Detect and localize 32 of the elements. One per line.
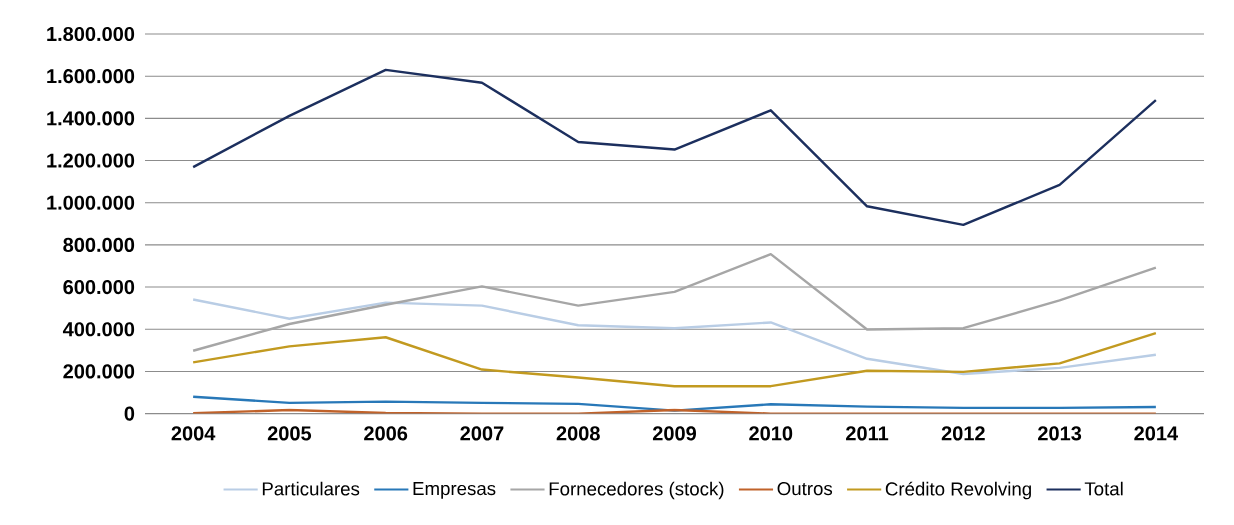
legend-label: Fornecedores (stock) [549, 481, 724, 500]
legend-label: Empresas [413, 482, 496, 499]
legend-label: Outros [777, 481, 833, 496]
x-tick-label: 2009 [652, 426, 696, 441]
x-tick-label: 2004 [171, 426, 216, 441]
y-tick-label: 400.000 [62, 322, 135, 337]
legend-label: Total [1084, 481, 1123, 496]
legend-label: Crédito Revolving [885, 481, 1031, 500]
x-tick-label: 2011 [846, 426, 889, 441]
y-tick-label: 1.000.000 [47, 195, 135, 210]
x-tick-label: 2012 [941, 426, 985, 441]
x-tick-label: 2005 [267, 426, 312, 441]
y-tick-label: 1.800.000 [47, 26, 135, 42]
x-tick-label: 2007 [460, 426, 504, 441]
line-series [191, 395, 1158, 412]
y-tick-label: 200.000 [63, 364, 135, 379]
x-tick-label: 2013 [1038, 426, 1082, 441]
y-tick-label: 1.600.000 [47, 69, 135, 84]
x-tick-label: 2006 [364, 426, 408, 441]
x-tick-label: 2014 [1134, 426, 1179, 441]
x-tick-label: 2008 [556, 426, 600, 441]
y-tick-label: 800.000 [63, 237, 135, 252]
legend-label: Particulares [262, 481, 360, 496]
x-tick-label: 2010 [749, 426, 793, 441]
y-tick-label: 600.000 [63, 279, 135, 295]
y-tick-label: 1.200.000 [47, 153, 135, 168]
y-tick-label: 0 [124, 406, 135, 421]
y-tick-label: 1.400.000 [47, 111, 135, 126]
line-series [191, 331, 1158, 388]
line-series [191, 298, 1158, 376]
line-series [191, 252, 1158, 352]
line-series [191, 68, 1158, 227]
